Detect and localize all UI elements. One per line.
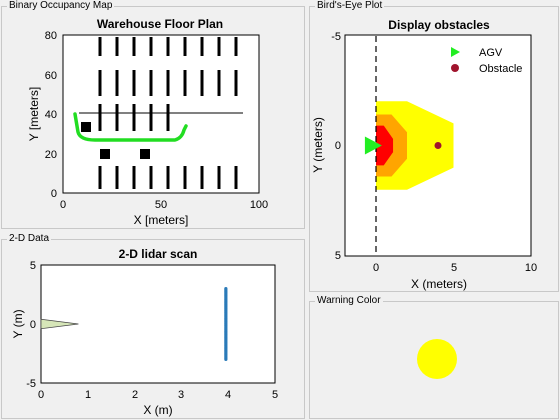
panel-title: Binary Occupancy Map xyxy=(7,0,115,12)
panel-2d-data: 2-D Data xyxy=(1,233,305,419)
panel-title: 2-D Data xyxy=(7,233,52,245)
panel-occupancy-map: Binary Occupancy Map xyxy=(1,0,305,229)
panel-birds-eye-plot: Bird's-Eye Plot xyxy=(309,0,559,292)
panel-title: Bird's-Eye Plot xyxy=(315,0,385,12)
panel-title: Warning Color xyxy=(315,295,383,307)
panel-warning-color: Warning Color xyxy=(309,295,559,419)
